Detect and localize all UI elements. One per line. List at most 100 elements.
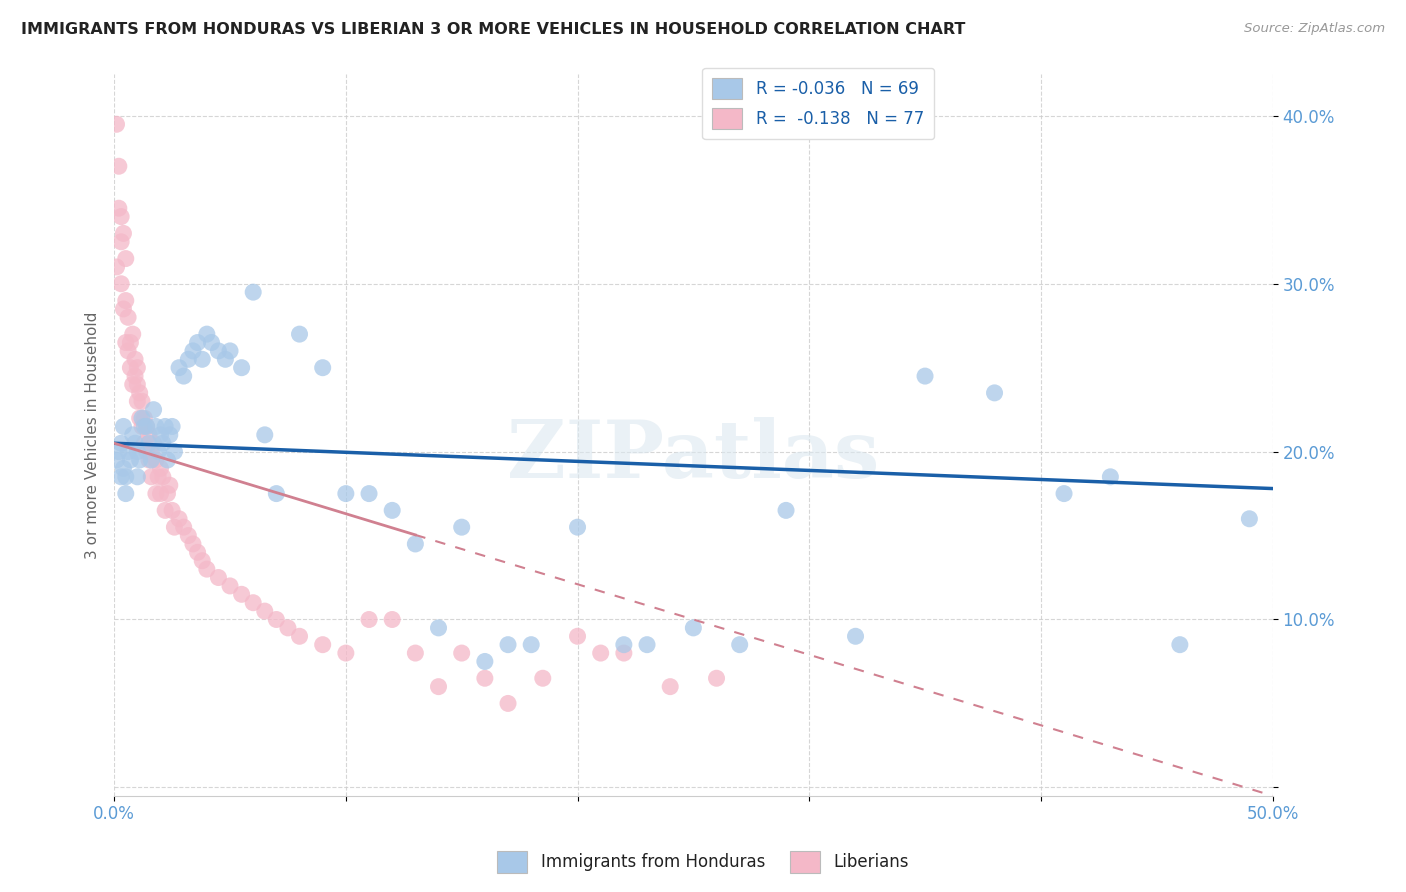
Point — [613, 646, 636, 660]
Point — [110, 277, 132, 291]
Point — [195, 562, 218, 576]
Point — [135, 444, 157, 458]
Point — [134, 411, 156, 425]
Point — [134, 419, 156, 434]
Point — [120, 453, 142, 467]
Point — [127, 394, 149, 409]
Point — [135, 419, 157, 434]
Point — [138, 453, 160, 467]
Point — [1168, 638, 1191, 652]
Point — [110, 470, 132, 484]
Point — [474, 655, 496, 669]
Point — [195, 327, 218, 342]
Point — [357, 613, 380, 627]
Text: ZIPatlas: ZIPatlas — [508, 417, 880, 495]
Point — [124, 369, 146, 384]
Point — [160, 419, 183, 434]
Point — [181, 343, 204, 358]
Point — [496, 697, 519, 711]
Point — [159, 478, 181, 492]
Point — [187, 545, 209, 559]
Point — [149, 486, 172, 500]
Point — [404, 537, 426, 551]
Point — [117, 444, 139, 458]
Point — [134, 436, 156, 450]
Point — [141, 453, 163, 467]
Point — [288, 327, 311, 342]
Point — [589, 646, 612, 660]
Point — [127, 470, 149, 484]
Point — [153, 503, 176, 517]
Point — [242, 285, 264, 300]
Point — [187, 335, 209, 350]
Point — [242, 596, 264, 610]
Point — [159, 427, 181, 442]
Point — [613, 638, 636, 652]
Point — [138, 427, 160, 442]
Point — [427, 621, 450, 635]
Point — [253, 427, 276, 442]
Point — [191, 554, 214, 568]
Point — [253, 604, 276, 618]
Point — [112, 227, 135, 241]
Point — [404, 646, 426, 660]
Point — [131, 411, 153, 425]
Point — [200, 335, 222, 350]
Point — [312, 638, 335, 652]
Point — [163, 444, 186, 458]
Point — [114, 335, 136, 350]
Text: Source: ZipAtlas.com: Source: ZipAtlas.com — [1244, 22, 1385, 36]
Point — [219, 343, 242, 358]
Legend: R = -0.036   N = 69, R =  -0.138   N = 77: R = -0.036 N = 69, R = -0.138 N = 77 — [703, 68, 934, 139]
Point — [173, 520, 195, 534]
Point — [567, 629, 589, 643]
Point — [191, 352, 214, 367]
Point — [128, 453, 150, 467]
Point — [128, 385, 150, 400]
Point — [160, 503, 183, 517]
Point — [114, 470, 136, 484]
Point — [706, 671, 728, 685]
Point — [110, 210, 132, 224]
Point — [135, 419, 157, 434]
Point — [127, 377, 149, 392]
Point — [207, 343, 229, 358]
Point — [112, 461, 135, 475]
Point — [114, 293, 136, 308]
Point — [163, 520, 186, 534]
Point — [277, 621, 299, 635]
Point — [335, 646, 357, 660]
Point — [181, 537, 204, 551]
Point — [153, 419, 176, 434]
Point — [167, 512, 190, 526]
Point — [128, 411, 150, 425]
Point — [636, 638, 658, 652]
Point — [167, 360, 190, 375]
Point — [108, 444, 131, 458]
Point — [145, 419, 167, 434]
Point — [152, 470, 174, 484]
Point — [728, 638, 751, 652]
Legend: Immigrants from Honduras, Liberians: Immigrants from Honduras, Liberians — [491, 845, 915, 880]
Point — [110, 436, 132, 450]
Point — [474, 671, 496, 685]
Point — [105, 260, 128, 274]
Point — [141, 444, 163, 458]
Point — [450, 520, 472, 534]
Point — [148, 470, 170, 484]
Point — [121, 377, 143, 392]
Point — [145, 453, 167, 467]
Point — [120, 335, 142, 350]
Point — [682, 621, 704, 635]
Point — [531, 671, 554, 685]
Point — [335, 486, 357, 500]
Point — [148, 444, 170, 458]
Point — [312, 360, 335, 375]
Point — [121, 427, 143, 442]
Point — [357, 486, 380, 500]
Point — [112, 419, 135, 434]
Point — [120, 360, 142, 375]
Point — [381, 613, 404, 627]
Point — [177, 352, 200, 367]
Point — [127, 360, 149, 375]
